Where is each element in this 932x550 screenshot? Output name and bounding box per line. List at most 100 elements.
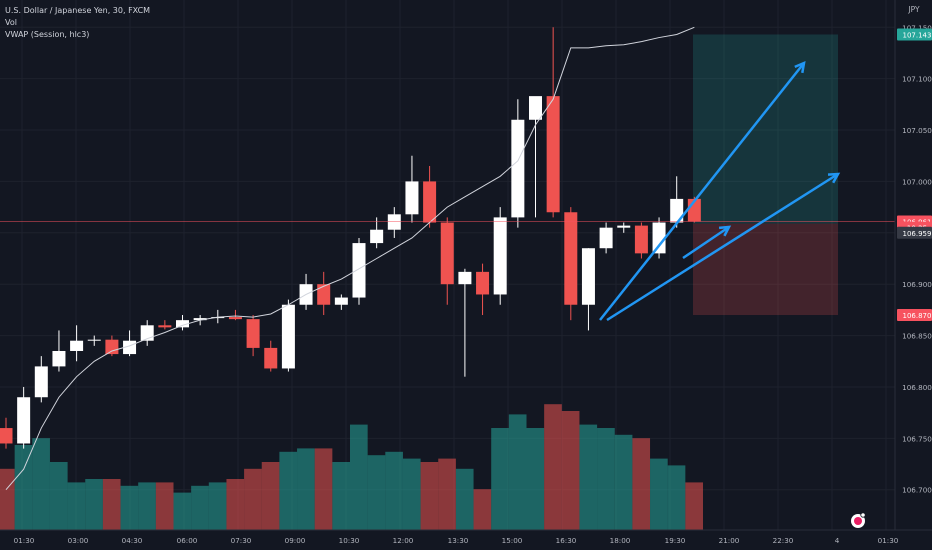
candle-body <box>17 397 31 444</box>
logo-inner <box>854 517 862 525</box>
volume-bar <box>367 455 386 530</box>
candle-body <box>634 225 648 254</box>
price-tick-label: 107.000 <box>902 177 932 186</box>
price-tag <box>897 28 932 41</box>
candle-body <box>228 317 242 320</box>
volume-bar <box>173 492 192 530</box>
candle-body <box>546 96 560 213</box>
arrow-line <box>599 62 805 321</box>
time-tick-label: 21:00 <box>719 536 740 545</box>
candle-body <box>423 181 437 223</box>
time-tick-label: 01:30 <box>14 536 35 545</box>
candlesticks <box>0 27 701 449</box>
arrow-head <box>827 172 841 184</box>
arrow-head <box>718 225 732 237</box>
candle-body <box>529 96 542 120</box>
price-tick-label: 106.850 <box>902 332 932 341</box>
price-tag <box>897 309 932 322</box>
volume-bar <box>491 428 509 530</box>
price-tick-label: 107.100 <box>902 75 932 84</box>
candle-body <box>458 271 472 285</box>
candle-body <box>493 217 507 295</box>
volume-bar <box>297 448 315 530</box>
price-tick-label: 106.900 <box>902 280 932 289</box>
candle-body <box>440 222 454 285</box>
volume-bar <box>0 468 15 530</box>
volume-bar <box>544 404 562 530</box>
volume-bar <box>350 424 368 530</box>
position-target-zone <box>693 34 838 224</box>
volume-bar <box>667 465 686 530</box>
volume-indicator-label[interactable]: Vol <box>5 18 17 27</box>
volume-bar <box>332 462 350 530</box>
time-axis[interactable]: 01:30 03:00 04:30 06:00 07:30 09:00 10:30 12:00… <box>0 529 932 550</box>
volume-bar <box>191 485 209 530</box>
time-tick-label: 07:30 <box>231 536 252 545</box>
tradingview-logo[interactable] <box>851 512 866 528</box>
position-stop-zone <box>693 223 838 316</box>
candle-body <box>476 271 490 295</box>
price-tick-label: 106.750 <box>902 434 932 443</box>
volume-bar <box>120 485 139 530</box>
price-tag <box>897 226 932 239</box>
long-position-tool[interactable] <box>693 34 838 316</box>
volume-bar <box>420 462 439 530</box>
volume-bar <box>102 479 121 530</box>
vwap-line <box>5 26 695 491</box>
candle-body <box>281 304 295 369</box>
volume-bar <box>279 451 298 530</box>
price-tick-label: 106.800 <box>902 383 932 392</box>
logo-dot <box>860 512 866 518</box>
price-tag-label: 106.959 <box>903 230 932 238</box>
time-tick-label: 13:30 <box>448 536 469 545</box>
volume-bar <box>244 468 262 530</box>
price-tick-label: 106.700 <box>902 486 932 495</box>
candle-body <box>581 248 595 305</box>
volume-bar <box>685 482 703 530</box>
volume-bar <box>597 428 615 530</box>
time-tick-label: 12:00 <box>393 536 414 545</box>
volume-bar <box>526 428 545 530</box>
volume-bar <box>650 458 668 530</box>
candle-body <box>140 325 154 341</box>
time-tick-label: 18:00 <box>610 536 631 545</box>
volume-bar <box>455 468 474 530</box>
volume-bar <box>67 482 86 530</box>
volume-bar <box>632 438 651 530</box>
price-axis[interactable]: JPY107.150107.100107.050107.000106.95010… <box>894 0 932 550</box>
time-tick-label: 19:30 <box>665 536 686 545</box>
volume-bar <box>155 482 174 530</box>
price-tag-label: 107.143 <box>903 31 932 39</box>
volume-bar <box>14 445 33 530</box>
time-tick-label: 15:00 <box>502 536 523 545</box>
volume-bar <box>561 411 580 530</box>
candle-body <box>334 297 348 305</box>
candle-body <box>387 214 401 230</box>
volume-bar <box>614 434 633 530</box>
candle-body <box>87 339 101 341</box>
symbol-title[interactable]: U.S. Dollar / Japanese Yen, 30, FXCM <box>5 6 151 15</box>
candle-body <box>370 229 384 244</box>
candle-body <box>352 243 366 298</box>
trend-arrows[interactable] <box>599 60 841 322</box>
volume-bar <box>226 479 245 530</box>
candle-body <box>511 119 525 218</box>
candle-body <box>52 350 66 367</box>
price-tag-label: 106.870 <box>903 312 932 320</box>
price-tick-label: 107.150 <box>902 23 932 32</box>
volume-bar <box>49 462 68 530</box>
candle-body <box>158 325 172 328</box>
vwap-indicator-label[interactable]: VWAP (Session, hlc3) <box>5 30 90 39</box>
volume-bar <box>579 424 598 530</box>
volume-bar <box>385 451 403 530</box>
chart-legend: U.S. Dollar / Japanese Yen, 30, FXCM Vol… <box>5 5 150 41</box>
time-tick-label: 04:30 <box>122 536 143 545</box>
time-tick-label: 22:30 <box>773 536 794 545</box>
time-tick-label: 03:00 <box>68 536 89 545</box>
time-tick-label: 10:30 <box>339 536 360 545</box>
candle-body <box>34 366 48 398</box>
candle-body <box>670 198 684 223</box>
candle-body <box>176 320 189 328</box>
volume-bar <box>508 414 527 530</box>
